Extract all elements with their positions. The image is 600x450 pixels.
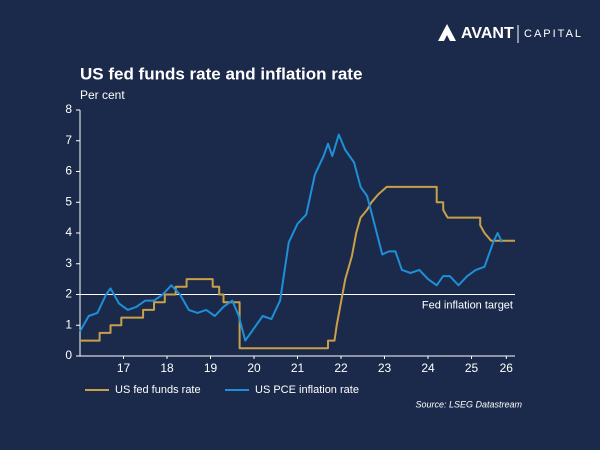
x-tick-label: 19 (204, 361, 218, 375)
x-tick-label: 17 (117, 361, 131, 375)
chart-title: US fed funds rate and inflation rate (80, 64, 362, 83)
legend-label: US PCE inflation rate (255, 384, 359, 396)
x-tick-label: 21 (291, 361, 305, 375)
y-tick-label: 2 (65, 287, 72, 301)
y-tick-label: 5 (65, 194, 72, 208)
source: Source: LSEG Datastream (415, 399, 522, 409)
y-tick-label: 7 (65, 133, 72, 147)
logo-mark (438, 24, 456, 41)
brand-name: AVANT (461, 25, 514, 42)
series-line (80, 185, 515, 350)
brand-division: CAPITAL (524, 28, 583, 40)
x-tick-label: 18 (160, 361, 174, 375)
x-tick-label: 24 (421, 361, 435, 375)
y-tick-label: 1 (65, 317, 72, 331)
x-tick-label: 20 (247, 361, 261, 375)
legend-label: US fed funds rate (115, 384, 201, 396)
y-tick-label: 4 (65, 225, 72, 239)
x-tick-label: 26 (500, 361, 514, 375)
y-tick-label: 6 (65, 164, 72, 178)
target-label: Fed inflation target (422, 299, 513, 311)
logo: AVANT CAPITAL (438, 24, 583, 43)
y-tick-label: 3 (65, 256, 72, 270)
y-tick-label: 0 (65, 348, 72, 362)
y-tick-label: 8 (65, 102, 72, 116)
x-tick-label: 22 (334, 361, 348, 375)
x-tick-label: 23 (378, 361, 392, 375)
y-axis-label: Per cent (80, 88, 125, 102)
x-tick-label: 25 (465, 361, 479, 375)
series-line (79, 133, 503, 342)
